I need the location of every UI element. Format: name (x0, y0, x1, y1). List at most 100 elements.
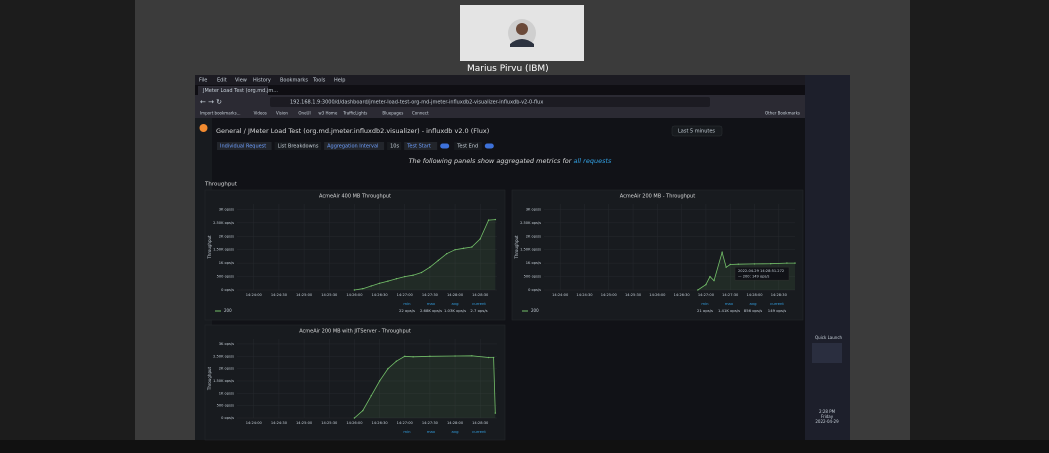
menu-item[interactable]: Help (334, 78, 345, 84)
x-tick-label: 14:28:00 (447, 421, 464, 425)
point (786, 262, 788, 264)
point (429, 355, 431, 357)
legend-header[interactable]: avg (750, 301, 758, 306)
bookmark[interactable]: TrafficLights (342, 111, 367, 116)
legend-header[interactable]: avg (452, 429, 460, 434)
menu-item[interactable]: History (253, 78, 271, 84)
x-tick-label: 14:24:00 (552, 293, 569, 297)
x-tick-label: 14:25:00 (296, 293, 313, 297)
legend-header[interactable]: current (472, 301, 486, 306)
bottom-bar (0, 440, 1049, 453)
toggle[interactable] (484, 143, 494, 149)
x-tick-label: 14:26:00 (346, 421, 363, 425)
grafana-logo[interactable] (199, 124, 208, 132)
y-tick-label: 500 ops/s (524, 275, 542, 279)
toggle[interactable] (440, 143, 450, 149)
legend-header[interactable]: min (403, 301, 411, 306)
url[interactable]: 192.168.1.9:3000/d/dashboard/jmeter-load… (290, 100, 543, 106)
x-tick-label: 14:26:00 (346, 293, 363, 297)
row-title[interactable]: Throughput (204, 182, 238, 188)
variable-label[interactable]: List Breakdowns (278, 144, 319, 150)
tab-title[interactable]: JMeter Load Test (org.md.jm... (202, 88, 278, 94)
series-line (354, 355, 496, 419)
variable[interactable] (454, 142, 482, 150)
variable-label[interactable]: Individual Request (220, 144, 266, 150)
legend-value: 22 ops/s (399, 308, 415, 313)
avatar-face (516, 23, 528, 35)
variable[interactable] (387, 142, 402, 150)
bookmark[interactable]: Connect (412, 111, 429, 116)
x-tick-label: 14:27:00 (698, 293, 715, 297)
tooltip-time: 2022-04-29 14:28:51.272 (738, 269, 784, 273)
legend-header[interactable]: max (427, 429, 436, 434)
x-tick-label: 14:27:00 (397, 293, 414, 297)
variable[interactable] (324, 142, 385, 150)
point (462, 247, 465, 250)
legend-header[interactable]: current (472, 429, 486, 434)
point (370, 285, 372, 287)
legend-value: 2.7 ops/s (470, 308, 487, 313)
x-tick-label: 14:25:00 (296, 421, 313, 425)
menu-item[interactable]: Edit (217, 78, 227, 84)
menu-item[interactable]: Bookmarks (280, 78, 308, 84)
legend-value: 1.41K ops/s (718, 308, 740, 313)
legend-value: 149 ops/s (768, 308, 786, 313)
tab[interactable] (198, 86, 268, 95)
point (492, 356, 495, 359)
bookmark[interactable]: OneUI (298, 111, 310, 116)
y-tick-label: 1.50K ops/s (520, 248, 541, 252)
x-tick-label: 14:28:00 (447, 293, 464, 297)
menu-item[interactable]: File (199, 78, 207, 84)
point (437, 259, 439, 262)
legend-header[interactable]: max (725, 301, 734, 306)
variable-label[interactable]: 10s (390, 144, 399, 150)
bookmark[interactable]: Videos (254, 111, 267, 116)
banner: The following panels show aggregated met… (409, 157, 612, 165)
variable-label[interactable]: Aggregation Interval (327, 144, 378, 150)
bookmark[interactable]: w3 Home (318, 111, 337, 116)
variable[interactable] (217, 142, 272, 150)
bookmark[interactable]: Import bookmarks... (200, 111, 241, 116)
legend-header[interactable]: min (701, 301, 709, 306)
menu-item[interactable]: View (235, 78, 247, 84)
menu-item[interactable]: Tools (312, 78, 326, 84)
y-tick-label: 3K ops/s (526, 207, 541, 211)
y-tick-label: 2.50K ops/s (520, 221, 541, 225)
bookmark[interactable]: Vision (276, 111, 288, 116)
point (362, 287, 364, 290)
variable-label[interactable]: Test Start (406, 144, 431, 150)
menu-bar (195, 75, 805, 85)
variable[interactable] (404, 142, 438, 150)
x-tick-label: 14:27:30 (422, 421, 439, 425)
legend-header[interactable]: avg (452, 301, 460, 306)
x-tick-label: 14:27:30 (422, 293, 439, 297)
clock-day: Friday (821, 414, 834, 419)
url-field[interactable] (270, 97, 710, 107)
y-tick-label: 1K ops/s (526, 261, 541, 265)
point (487, 356, 490, 359)
tooltip-text: — 200: 149 ops/s (738, 275, 770, 279)
legend-header[interactable]: max (427, 301, 436, 306)
x-tick-label: 14:24:00 (246, 421, 263, 425)
point (454, 355, 456, 357)
panel-title: AcmeAir 400 MB Throughput (319, 194, 391, 200)
time-range[interactable]: Last 5 minutes (678, 129, 715, 135)
variable[interactable] (274, 142, 322, 150)
point (794, 262, 796, 264)
legend-header[interactable]: current (770, 301, 784, 306)
bookmark[interactable]: Other Bookmarks (765, 111, 800, 116)
quick-launch-icons (812, 343, 842, 363)
variable-label[interactable]: Test End (456, 144, 478, 150)
point (387, 367, 389, 370)
bookmark[interactable]: Bluepages (382, 111, 403, 116)
time-picker[interactable] (671, 125, 723, 137)
y-axis-label: Throughput (514, 235, 519, 260)
y-axis-label: Throughput (207, 235, 212, 260)
x-tick-label: 14:25:30 (321, 293, 338, 297)
banner-link[interactable]: all requests (574, 157, 613, 165)
legend-header[interactable]: min (403, 429, 411, 434)
avatar-body (510, 39, 534, 47)
y-tick-label: 2K ops/s (526, 234, 541, 238)
x-tick-label: 14:27:00 (397, 421, 414, 425)
y-tick-label: 0 ops/s (221, 288, 234, 292)
